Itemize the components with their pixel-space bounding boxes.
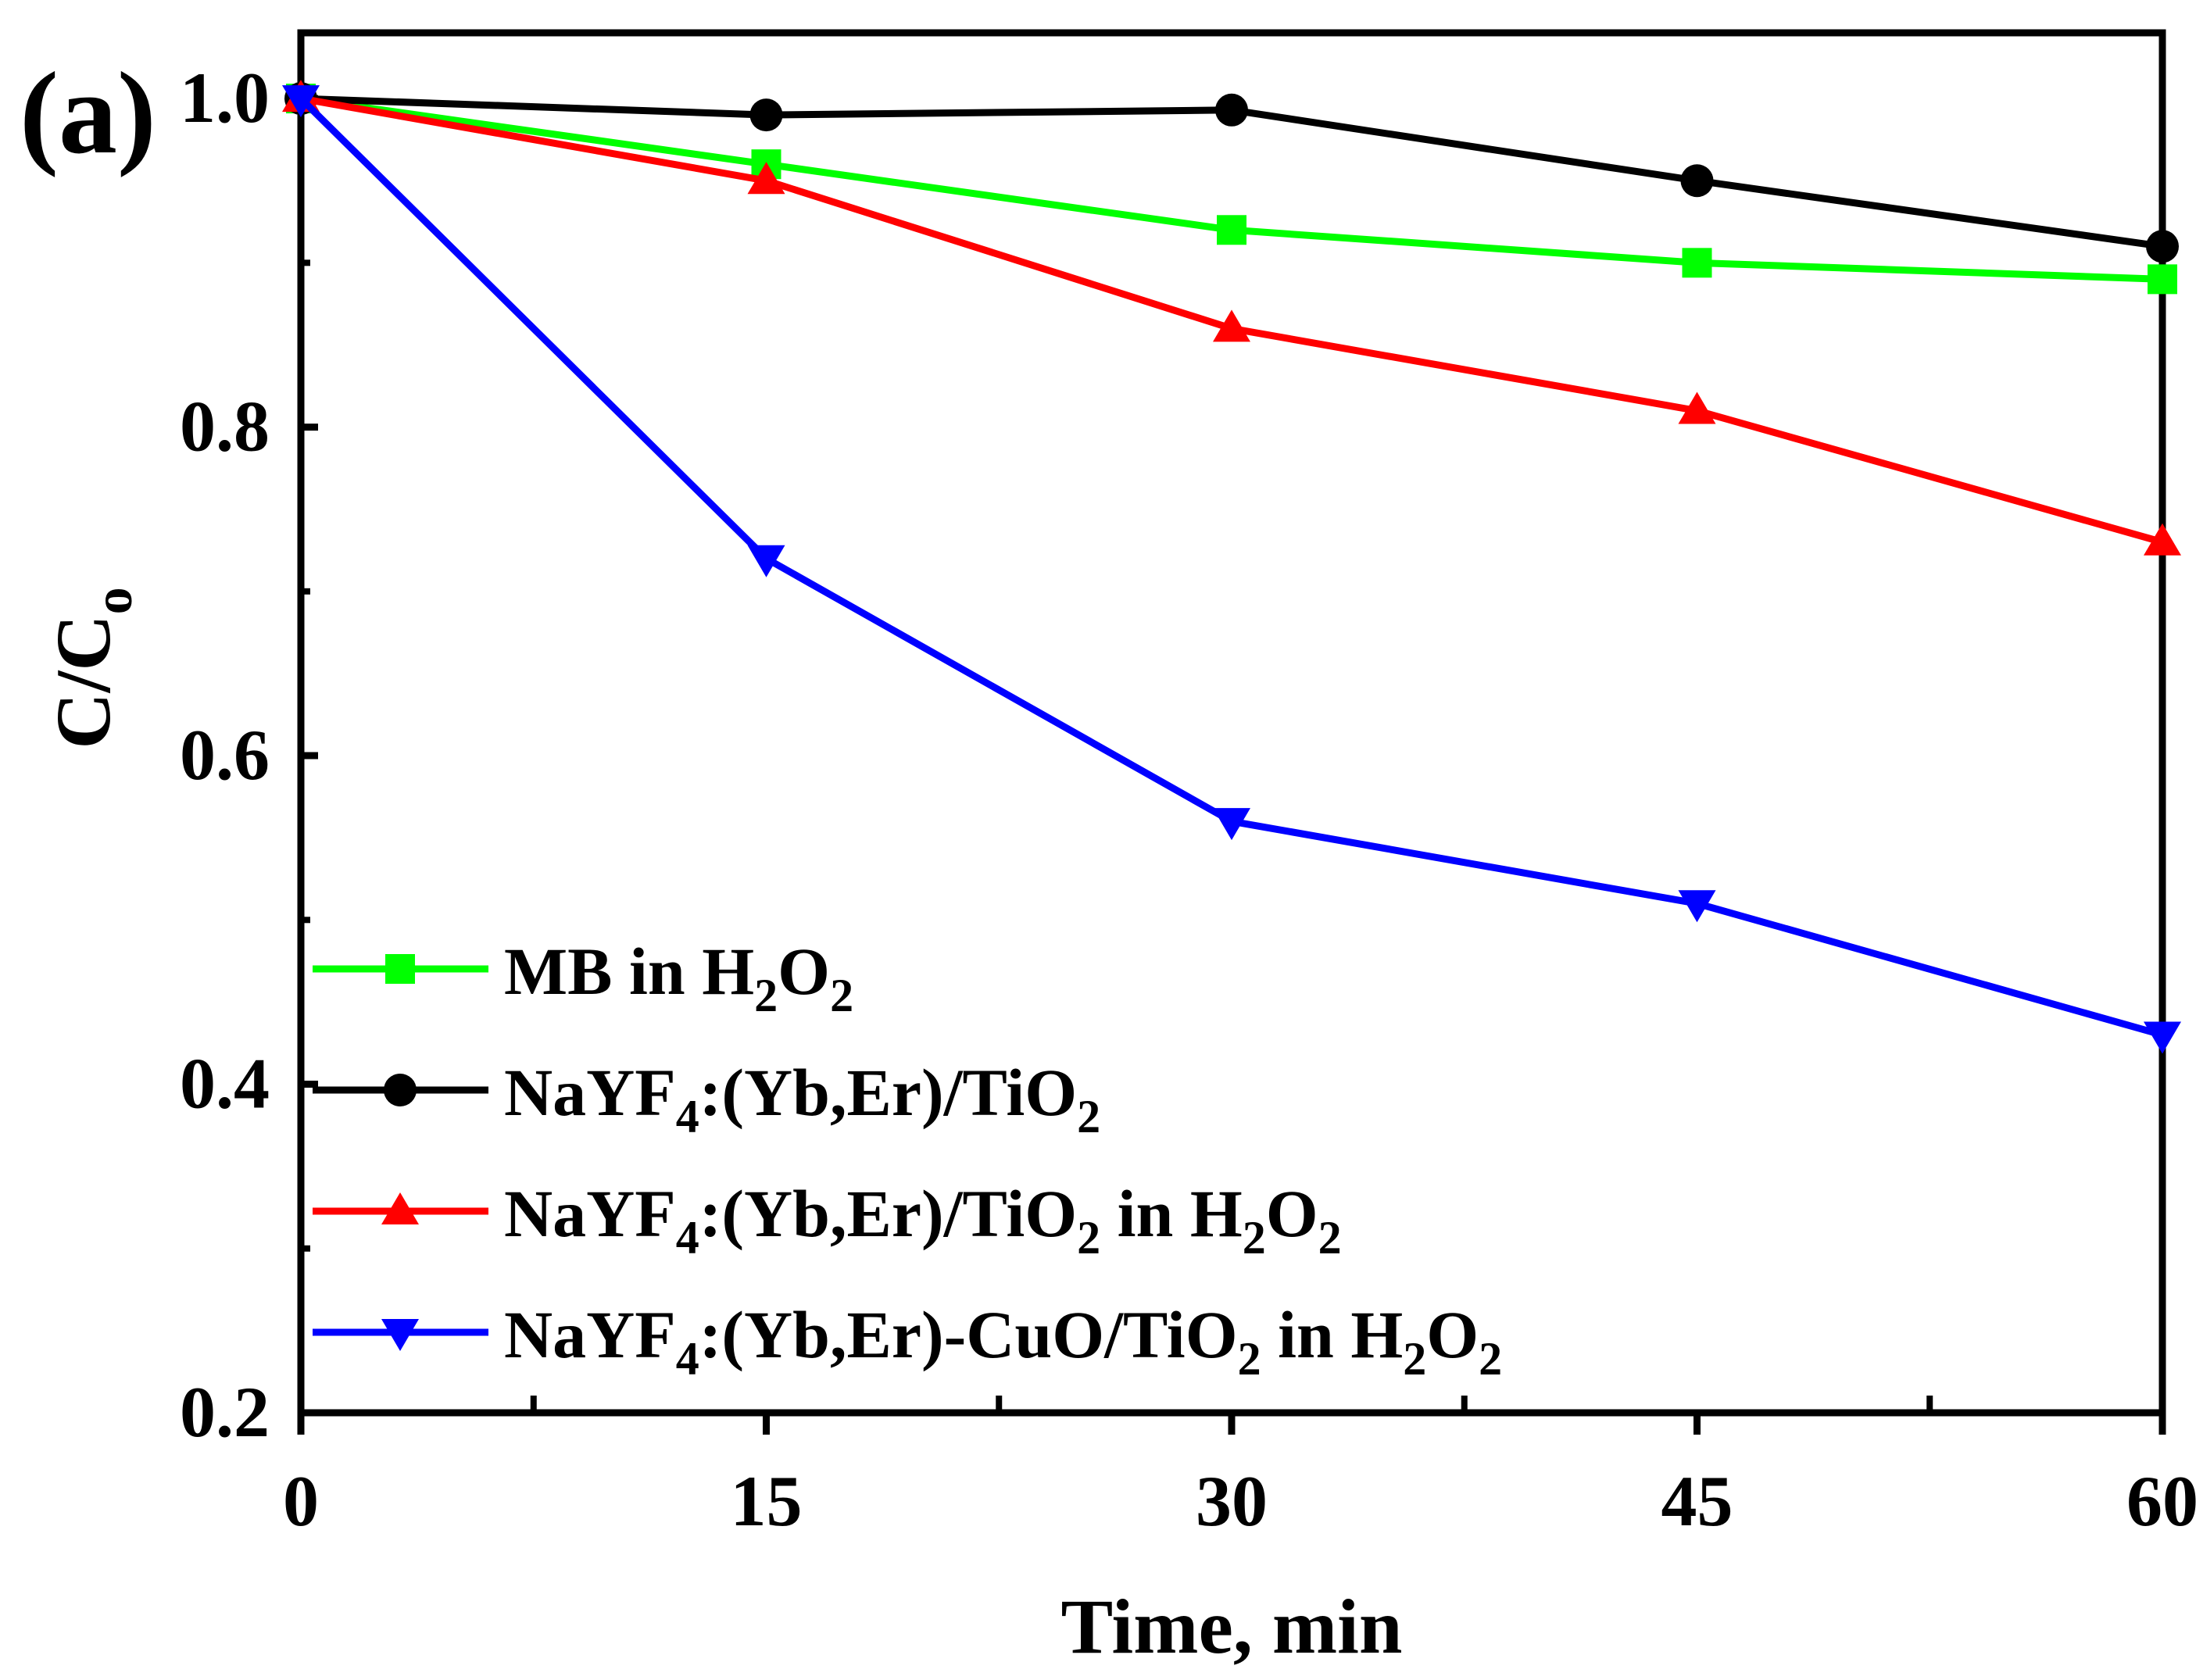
legend-label-text: O (778, 934, 830, 1009)
y-tick-label: 0.2 (180, 1372, 270, 1452)
data-point-nyt (1215, 93, 1248, 127)
data-point-nyt (749, 98, 783, 132)
legend-item-nyt: NaYF4:(Yb,Er)/TiO2 (313, 1055, 1100, 1142)
legend-label-text: NaYF (504, 1055, 676, 1130)
data-point-nyt (1680, 164, 1714, 198)
legend: MB in H2O2NaYF4:(Yb,Er)/TiO2NaYF4:(Yb,Er… (313, 934, 1502, 1385)
legend-swatch-marker (381, 1192, 419, 1224)
y-axis: 0.2 0.4 0.6 0.8 1.0 (180, 58, 318, 1452)
data-point-nycuo (2144, 1021, 2181, 1054)
legend-label-text: :(Yb,Er)/TiO (699, 1176, 1077, 1251)
legend-label-subscript: 2 (1243, 1212, 1266, 1264)
x-tick-label: 45 (1661, 1461, 1733, 1541)
legend-swatch-marker (385, 954, 415, 984)
legend-label-subscript: 4 (676, 1333, 699, 1385)
legend-label-subscript: 2 (1318, 1212, 1342, 1264)
data-point-nyt (2146, 230, 2179, 263)
legend-item-mb: MB in H2O2 (313, 934, 853, 1021)
data-point-nycuo (747, 545, 785, 577)
y-axis-title: C/Co (40, 587, 144, 749)
y-tick-label: 0.8 (180, 387, 270, 466)
legend-label-text: in H (1261, 1297, 1404, 1372)
legend-label-subscript: 2 (1077, 1091, 1100, 1142)
data-point-nycuo (1213, 808, 1250, 841)
panel-label: (a) (20, 48, 156, 178)
legend-label-text: O (1266, 1176, 1318, 1251)
series-nyt_h2o2 (282, 80, 2181, 556)
data-point-nyt_h2o2 (2144, 523, 2181, 556)
legend-label-subscript: 2 (1479, 1333, 1502, 1385)
data-point-nycuo (1678, 890, 1716, 923)
legend-label-text: O (1426, 1297, 1479, 1372)
legend-label: MB in H2O2 (504, 934, 853, 1021)
legend-label-subscript: 2 (1403, 1333, 1426, 1385)
legend-label-text: in H (1100, 1176, 1243, 1251)
legend-label-text: :(Yb,Er)-CuO/TiO (699, 1297, 1238, 1372)
legend-label: NaYF4:(Yb,Er)/TiO2 in H2O2 (504, 1176, 1342, 1264)
legend-label: NaYF4:(Yb,Er)-CuO/TiO2 in H2O2 (504, 1297, 1502, 1385)
legend-label-text: NaYF (504, 1176, 676, 1251)
y-tick-label: 1.0 (180, 58, 270, 138)
legend-label-subscript: 4 (676, 1091, 699, 1142)
x-axis-title: Time, min (1060, 1583, 1402, 1670)
data-point-nyt_h2o2 (1678, 391, 1716, 424)
data-point-nyt_h2o2 (747, 162, 785, 195)
legend-label-text: NaYF (504, 1297, 676, 1372)
series-nycuo (282, 85, 2181, 1054)
x-tick-label: 30 (1196, 1461, 1268, 1541)
y-tick-label: 0.6 (180, 715, 270, 795)
x-tick-label: 15 (731, 1461, 803, 1541)
data-point-mb (1217, 215, 1246, 245)
legend-swatch-marker (384, 1074, 417, 1106)
data-point-nyt_h2o2 (1213, 309, 1250, 342)
legend-label: NaYF4:(Yb,Er)/TiO2 (504, 1055, 1100, 1142)
data-point-mb (2148, 264, 2177, 295)
legend-label-text: MB in H (504, 934, 754, 1009)
legend-label-subscript: 2 (1077, 1212, 1100, 1264)
y-axis-title-sub: o (84, 587, 144, 614)
legend-label-text: :(Yb,Er)/TiO (699, 1055, 1077, 1130)
legend-swatch-marker (381, 1319, 419, 1351)
legend-label-subscript: 2 (754, 970, 778, 1021)
data-point-mb (1682, 248, 1712, 278)
legend-label-subscript: 2 (1238, 1333, 1261, 1385)
y-axis-title-main: C/C (40, 614, 127, 749)
series-layer (282, 80, 2181, 1054)
legend-label-subscript: 2 (830, 970, 853, 1021)
x-tick-label: 0 (283, 1461, 319, 1541)
x-tick-label: 60 (2126, 1461, 2196, 1541)
x-axis: 0 15 30 45 60 (283, 1396, 2196, 1541)
y-tick-label: 0.4 (180, 1044, 270, 1124)
legend-label-subscript: 4 (676, 1212, 699, 1264)
data-point-nycuo (282, 85, 320, 118)
legend-item-nyt_h2o2: NaYF4:(Yb,Er)/TiO2 in H2O2 (313, 1176, 1342, 1264)
legend-item-nycuo: NaYF4:(Yb,Er)-CuO/TiO2 in H2O2 (313, 1297, 1502, 1385)
